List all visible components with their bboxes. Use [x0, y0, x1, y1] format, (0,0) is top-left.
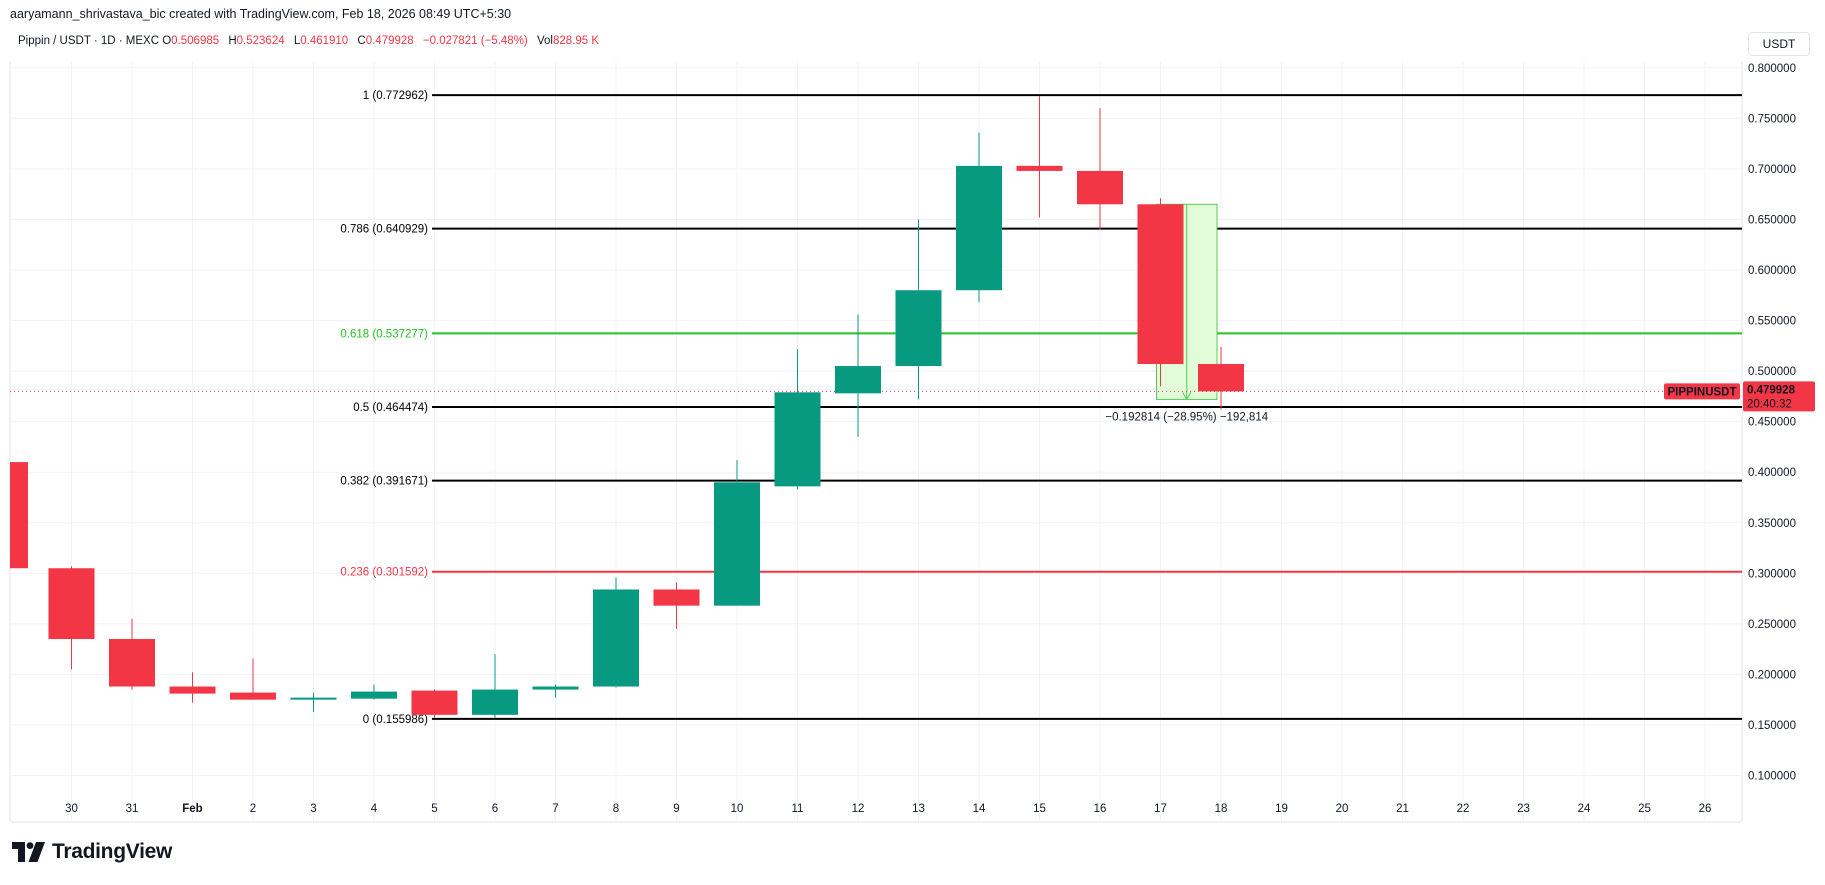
legend-close: 0.479928	[365, 35, 414, 47]
y-tick-label: 0.200000	[1748, 669, 1796, 681]
price-tag-countdown: 20:40:32	[1747, 398, 1792, 410]
candle-body[interactable]	[169, 686, 216, 694]
y-tick-label: 0.100000	[1748, 771, 1796, 783]
x-tick-label: 19	[1275, 803, 1288, 815]
x-tick-label: 7	[552, 803, 558, 815]
x-tick-label: 24	[1578, 803, 1591, 815]
legend-change: −0.027821 (−5.48%)	[422, 35, 528, 47]
x-tick-label: 16	[1094, 803, 1107, 815]
candle-body[interactable]	[1016, 165, 1063, 171]
candle-body[interactable]	[230, 692, 276, 700]
candle-body[interactable]	[351, 691, 397, 699]
y-tick-label: 0.700000	[1748, 164, 1796, 176]
x-tick-label: 18	[1215, 803, 1228, 815]
candle-body[interactable]	[835, 366, 881, 394]
candle-body[interactable]	[532, 686, 579, 690]
y-tick-label: 0.250000	[1748, 619, 1796, 631]
x-tick-label: 2	[250, 803, 256, 815]
candle-body[interactable]	[472, 689, 518, 715]
legend-open: 0.506985	[171, 35, 220, 47]
candle-body[interactable]	[774, 392, 821, 487]
x-tick-label: 17	[1154, 803, 1167, 815]
legend-open-label: O	[162, 35, 172, 47]
candle-body[interactable]	[1077, 170, 1123, 205]
fib-level-label: 0.786 (0.640929)	[340, 224, 428, 236]
candle-body[interactable]	[653, 589, 700, 606]
x-tick-label: 9	[673, 803, 679, 815]
legend-vol: 828.95 K	[552, 35, 599, 47]
legend-low-label: L	[293, 35, 301, 47]
fib-level-label: 0.382 (0.391671)	[340, 476, 428, 488]
x-tick-label: 21	[1396, 803, 1409, 815]
legend-vol-label: Vol	[536, 35, 553, 47]
x-tick-label: 4	[371, 803, 378, 815]
tradingview-logo[interactable]: TradingView	[12, 840, 172, 864]
x-tick-label: 15	[1033, 803, 1046, 815]
x-tick-label: 8	[613, 803, 619, 815]
y-tick-label: 0.800000	[1748, 63, 1796, 75]
x-tick-label: 13	[912, 803, 925, 815]
y-tick-label: 0.400000	[1748, 467, 1796, 479]
x-tick-label: 30	[65, 803, 78, 815]
y-tick-label: 0.750000	[1748, 113, 1796, 125]
candle-body[interactable]	[290, 697, 337, 700]
x-tick-label: 25	[1638, 803, 1651, 815]
x-tick-label: 20	[1336, 803, 1349, 815]
x-tick-label: 31	[126, 803, 139, 815]
legend-high: 0.523624	[236, 35, 285, 47]
legend-low: 0.461910	[300, 35, 349, 47]
brand-name: TradingView	[52, 840, 173, 863]
symbol-legend: Pippin / USDT · 1D · MEXC O0.506985 H0.5…	[18, 35, 605, 47]
y-tick-label: 0.500000	[1748, 366, 1796, 378]
currency-button[interactable]: USDT	[1748, 32, 1810, 56]
x-tick-label: 3	[310, 803, 316, 815]
y-tick-label: 0.150000	[1748, 720, 1796, 732]
x-tick-label: 14	[973, 803, 986, 815]
candle-body[interactable]	[411, 690, 458, 715]
fib-level-label: 0.618 (0.537277)	[340, 328, 428, 340]
chart-credit: aaryamann_shrivastava_bic created with T…	[10, 7, 512, 21]
price-tag-value: 0.479928	[1747, 384, 1796, 396]
legend-close-label: C	[357, 35, 366, 47]
candle-body[interactable]	[109, 639, 155, 687]
symbol-tag-label: PIPPINUSDT	[1667, 386, 1736, 398]
candle-body[interactable]	[1137, 204, 1184, 365]
candle-body[interactable]	[48, 568, 95, 640]
candle-body[interactable]	[593, 589, 639, 687]
tradingview-logo-icon	[12, 842, 45, 862]
x-tick-label: 23	[1517, 803, 1530, 815]
fib-level-label: 1 (0.772962)	[363, 90, 428, 102]
y-tick-label: 0.300000	[1748, 568, 1796, 580]
legend-symbol[interactable]: Pippin / USDT · 1D · MEXC	[18, 35, 160, 47]
x-tick-label: 11	[792, 803, 804, 815]
legend-high-label: H	[228, 35, 237, 47]
x-tick-label: 5	[431, 803, 437, 815]
candle-body[interactable]	[714, 482, 760, 606]
x-tick-label: 22	[1457, 803, 1470, 815]
measure-arrow-head	[1182, 392, 1192, 401]
fib-level-label: 0.5 (0.464474)	[353, 402, 428, 414]
y-tick-label: 0.650000	[1748, 214, 1796, 226]
fib-level-label: 0 (0.155986)	[363, 714, 428, 726]
candle-body[interactable]	[1198, 364, 1244, 392]
candle-body[interactable]	[10, 462, 28, 569]
measure-label: −0.192814 (−28.95%) −192,814	[1105, 411, 1268, 423]
y-tick-label: 0.600000	[1748, 265, 1796, 277]
y-tick-label: 0.550000	[1748, 316, 1796, 328]
x-tick-label: 6	[492, 803, 498, 815]
candle-body[interactable]	[895, 290, 942, 367]
symbol-tag-box	[1664, 383, 1740, 400]
x-tick-label: 12	[852, 803, 865, 815]
x-tick-label: Feb	[182, 803, 202, 815]
x-tick-label: 26	[1699, 803, 1712, 815]
price-tag-box	[1743, 381, 1815, 412]
fib-level-label: 0.236 (0.301592)	[340, 567, 428, 579]
y-tick-label: 0.450000	[1748, 417, 1796, 429]
x-tick-label: 10	[731, 803, 744, 815]
y-tick-label: 0.350000	[1748, 518, 1796, 530]
candle-body[interactable]	[956, 165, 1002, 291]
